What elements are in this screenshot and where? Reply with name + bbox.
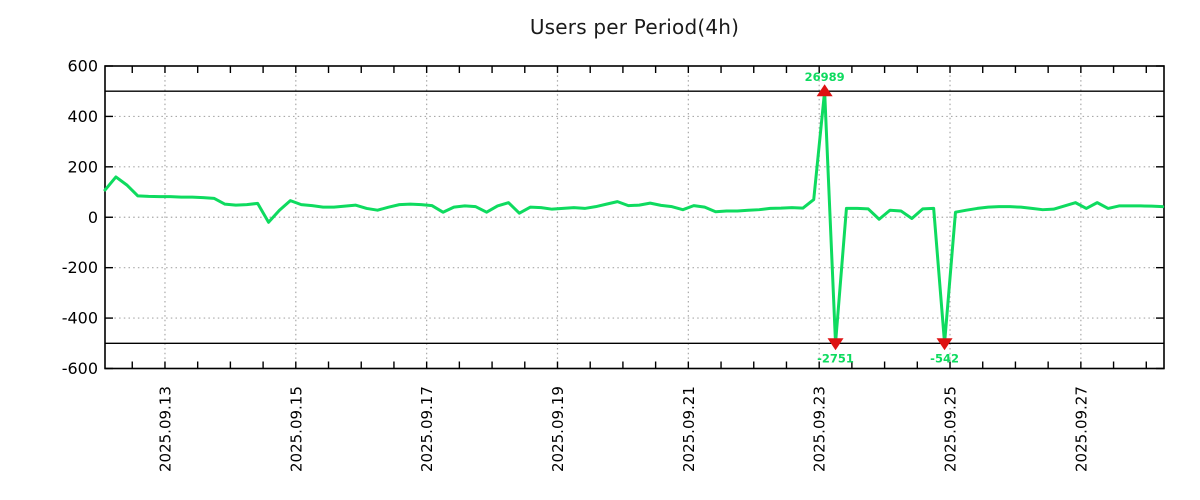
x-axis-tick-label: 2025.09.21 (680, 386, 698, 472)
chart-title: Users per Period(4h) (529, 15, 740, 39)
annotation-label: 26989 (805, 70, 845, 84)
y-axis-tick-label: 400 (67, 107, 98, 126)
peak-marker-icon (816, 84, 833, 97)
series-line (103, 89, 1165, 345)
x-axis-tick-label: 2025.09.17 (418, 386, 436, 472)
annotation-label: -542 (930, 351, 959, 365)
x-axis-tick-label: 2025.09.19 (549, 386, 567, 472)
x-axis-tick-label: 2025.09.15 (287, 386, 305, 472)
plot-border (104, 65, 1165, 370)
y-axis-tick-label: -200 (62, 258, 98, 277)
x-axis-tick-label: 2025.09.23 (811, 386, 829, 472)
trough-marker-icon (936, 338, 953, 351)
x-axis-tick-label: 2025.09.27 (1072, 386, 1090, 472)
y-axis-tick-label: -600 (62, 359, 98, 378)
y-axis-tick-label: 0 (88, 208, 98, 227)
x-axis-tick-label: 2025.09.13 (156, 386, 174, 472)
y-axis-tick-label: 200 (67, 157, 98, 176)
x-axis-tick-label: 2025.09.25 (942, 386, 960, 472)
y-axis-tick-label: 600 (67, 57, 98, 76)
annotation-label: -2751 (817, 351, 854, 365)
trough-marker-icon (827, 338, 844, 351)
y-axis-tick-label: -400 (62, 309, 98, 328)
